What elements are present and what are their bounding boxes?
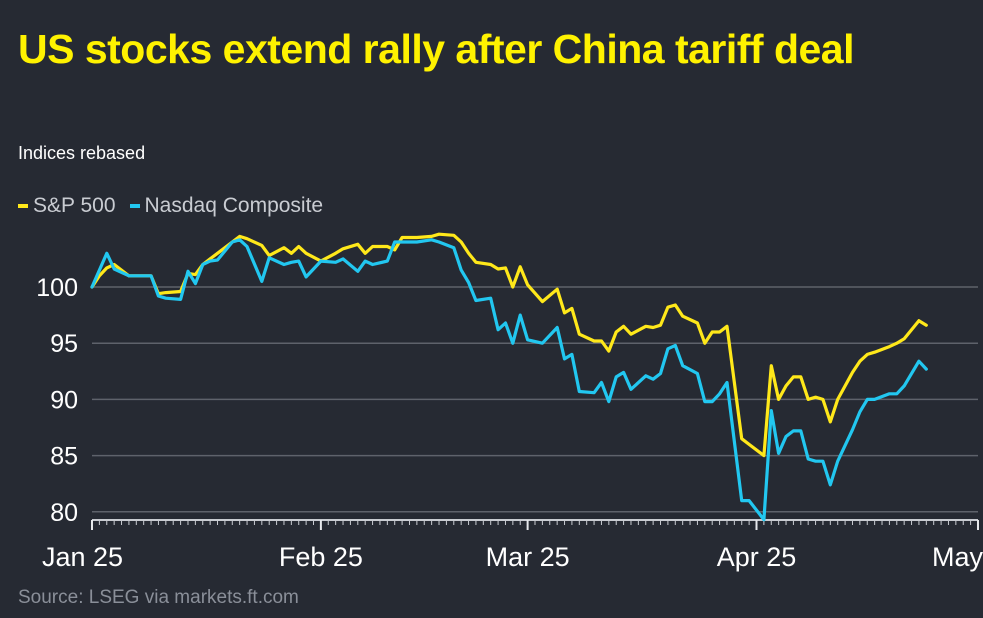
- x-axis: [91, 519, 979, 530]
- y-tick-label-80: 80: [50, 499, 78, 527]
- chart-subtitle: Indices rebased: [18, 143, 146, 163]
- y-tick-label-85: 85: [50, 443, 78, 471]
- legend-item-sp500: S&P 500: [18, 194, 116, 218]
- chart-title: US stocks extend rally after China tarif…: [18, 26, 855, 72]
- legend-swatch-nasdaq: [129, 204, 140, 208]
- x-tick-label-mar-25: Mar 25: [486, 542, 570, 572]
- nasdaq-line: [90, 238, 928, 522]
- legend: S&P 500 Nasdaq Composite: [18, 194, 323, 218]
- legend-swatch-sp500: [18, 204, 28, 208]
- y-tick-label-95: 95: [50, 330, 78, 358]
- x-tick-label-apr-25: Apr 25: [717, 542, 797, 572]
- x-tick-label-jan-25: Jan 25: [42, 542, 123, 572]
- line-chart: 100 95 90 85 80 Jan 25 Feb 25 Mar 25 Apr 25 May: [36, 232, 983, 572]
- legend-item-nasdaq: Nasdaq Composite: [129, 194, 324, 218]
- grid-lines: [92, 286, 978, 513]
- sp500-line: [90, 232, 928, 458]
- y-axis-tick-labels: 100 95 90 85 80: [36, 274, 78, 527]
- source-note: Source: LSEG via markets.ft.com: [18, 587, 299, 608]
- series-lines: [90, 232, 928, 522]
- y-tick-label-100: 100: [36, 274, 78, 302]
- legend-label-sp500: S&P 500: [33, 194, 116, 217]
- legend-label-nasdaq: Nasdaq Composite: [144, 194, 324, 217]
- x-tick-label-may: May: [932, 542, 983, 572]
- x-axis-tick-labels: Jan 25 Feb 25 Mar 25 Apr 25 May: [42, 542, 983, 572]
- x-tick-label-feb-25: Feb 25: [279, 542, 363, 572]
- y-tick-label-90: 90: [50, 386, 78, 414]
